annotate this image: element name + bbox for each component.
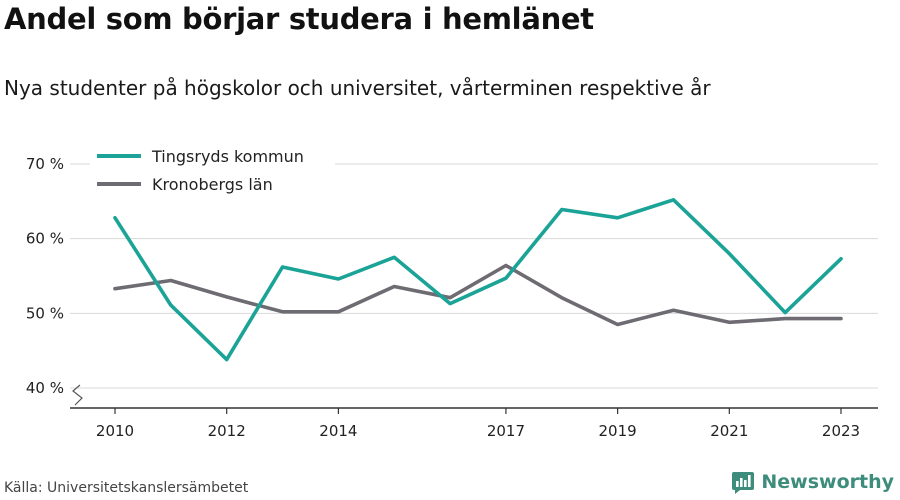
brand-logo: Newsworthy	[731, 470, 894, 494]
line-chart: 2010 2012 2014 2017 2019 2021 2023 40 % 50 % 60 …	[25, 144, 878, 440]
brand-name: Newsworthy	[761, 471, 894, 493]
x-tick-label: 2017	[487, 422, 525, 440]
chart-subtitle: Nya studenter på högskolor och universit…	[4, 76, 711, 100]
x-tick-label: 2014	[319, 422, 357, 440]
x-tick-label: 2023	[822, 422, 860, 440]
y-tick-label: 70 %	[26, 155, 64, 173]
legend-label: Kronobergs län	[152, 175, 273, 194]
legend-label: Tingsryds kommun	[151, 147, 304, 166]
y-tick-label: 40 %	[26, 379, 64, 397]
chart-title: Andel som börjar studera i hemlänet	[4, 2, 594, 36]
x-tick-label: 2019	[599, 422, 637, 440]
x-tick-label: 2010	[96, 422, 134, 440]
series-line	[113, 263, 843, 327]
legend: Tingsryds kommun Kronobergs län	[90, 144, 335, 196]
x-tick-label: 2012	[208, 422, 246, 440]
y-tick-label: 60 %	[26, 230, 64, 248]
axis-break-icon	[72, 384, 83, 406]
y-axis-labels: 40 % 50 % 60 % 70 %	[26, 155, 64, 397]
newsworthy-logo-icon	[732, 472, 755, 494]
y-tick-label: 50 %	[26, 304, 64, 322]
x-tick-label: 2021	[710, 422, 748, 440]
source-note: Källa: Universitetskanslersämbetet	[4, 480, 249, 496]
series-lines	[113, 198, 843, 362]
series-line	[113, 198, 843, 362]
x-axis: 2010 2012 2014 2017 2019 2021 2023	[70, 407, 878, 440]
